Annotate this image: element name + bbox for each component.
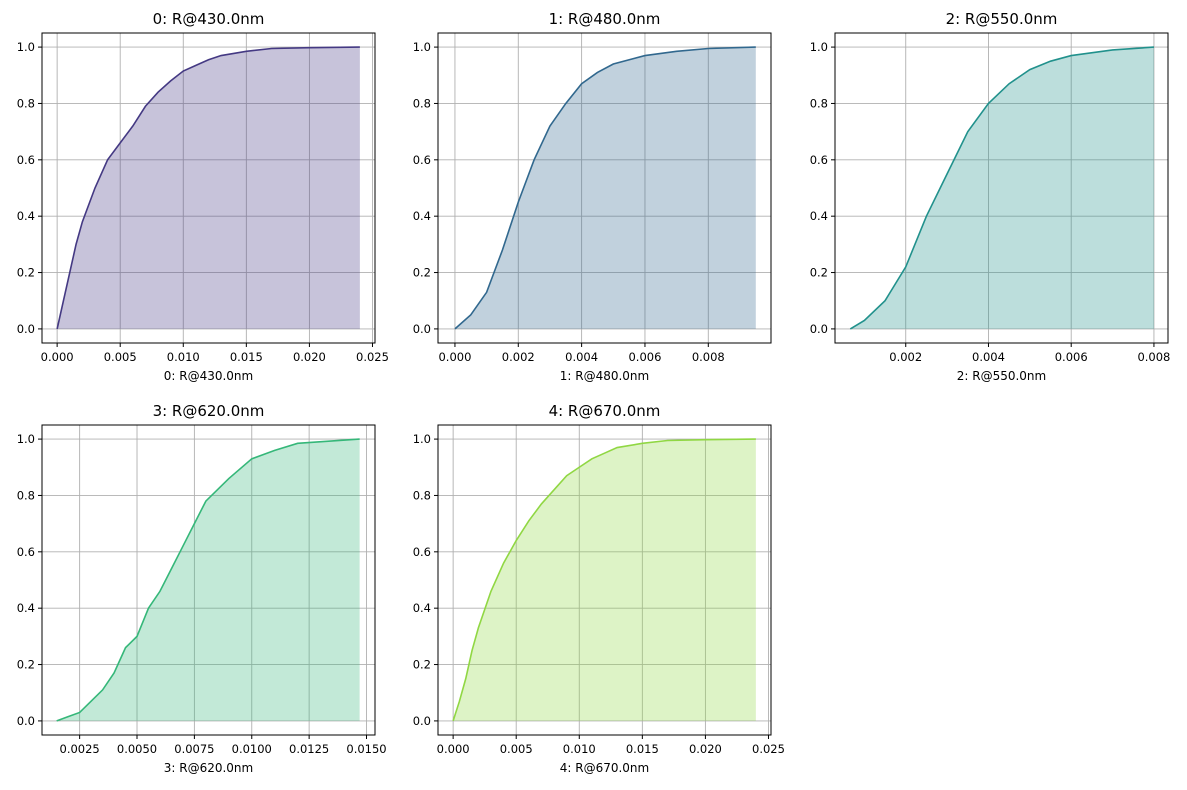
cdf-area-fill <box>57 47 360 329</box>
x-axis-label: 1: R@480.0nm <box>560 369 649 383</box>
x-tick-label: 0.015 <box>230 350 263 364</box>
x-tick-label: 0.000 <box>438 350 471 364</box>
y-tick-label: 0.0 <box>413 322 431 336</box>
subplot-title: 4: R@670.0nm <box>549 402 661 420</box>
y-tick-label: 0.8 <box>17 96 35 110</box>
y-tick-label: 0.6 <box>810 153 828 167</box>
subplot-2: 0.002 0.004 0.006 0.008 0.0 0.2 0.4 0.6 0.8 1.0 2:… <box>810 10 1171 383</box>
x-tick-label: 0.025 <box>752 742 785 756</box>
x-axis-label: 4: R@670.0nm <box>560 761 649 775</box>
subplot-0: 0.000 0.005 0.010 0.015 0.020 0.025 0.0 0.2 0.4 0… <box>17 10 389 383</box>
x-tick-label: 0.002 <box>502 350 535 364</box>
x-tick-label: 0.008 <box>692 350 725 364</box>
y-tick-label: 0.6 <box>17 545 35 559</box>
y-tick-label: 0.2 <box>413 266 431 280</box>
subplot-title: 0: R@430.0nm <box>153 10 265 28</box>
y-tick-label: 1.0 <box>17 40 35 54</box>
cdf-line <box>849 46 1154 330</box>
x-tick-label: 0.006 <box>1055 350 1088 364</box>
x-tick-label: 0.020 <box>293 350 326 364</box>
x-tick-label: 0.010 <box>167 350 200 364</box>
y-tick-label: 0.4 <box>17 209 35 223</box>
x-tick-label: 0.0025 <box>60 742 100 756</box>
x-axis-label: 2: R@550.0nm <box>957 369 1046 383</box>
x-tick-label: 0.0125 <box>289 742 329 756</box>
x-tick-label: 0.000 <box>41 350 74 364</box>
x-tick-label: 0.004 <box>565 350 598 364</box>
y-tick-label: 0.2 <box>413 658 431 672</box>
x-tick-label: 0.0075 <box>174 742 214 756</box>
y-tick-label: 0.8 <box>810 96 828 110</box>
x-tick-label: 0.0150 <box>346 742 386 756</box>
x-tick-label: 0.0100 <box>232 742 272 756</box>
y-tick-label: 0.8 <box>17 488 35 502</box>
x-tick-label: 0.005 <box>500 742 533 756</box>
y-tick-label: 0.6 <box>413 545 431 559</box>
subplot-4: 0.000 0.005 0.010 0.015 0.020 0.025 0.0 0.2 0.4 0… <box>413 402 785 775</box>
y-tick-label: 0.2 <box>810 266 828 280</box>
x-tick-label: 0.020 <box>689 742 722 756</box>
y-tick-label: 0.2 <box>17 658 35 672</box>
axes-frame <box>437 424 772 736</box>
y-tick-label: 1.0 <box>810 40 828 54</box>
axes-frame <box>41 32 376 344</box>
cdf-area-fill <box>56 439 360 721</box>
y-tick-label: 0.0 <box>413 714 431 728</box>
x-tick-label: 0.0050 <box>117 742 157 756</box>
x-tick-label: 0.004 <box>972 350 1005 364</box>
y-tick-label: 0.4 <box>413 209 431 223</box>
cdf-line <box>56 46 360 330</box>
y-tick-label: 0.0 <box>810 322 828 336</box>
y-tick-label: 0.2 <box>17 266 35 280</box>
cdf-line <box>452 438 756 722</box>
cdf-area-fill <box>850 47 1154 329</box>
x-tick-label: 0.025 <box>356 350 389 364</box>
y-tick-label: 1.0 <box>413 40 431 54</box>
y-tick-label: 0.0 <box>17 714 35 728</box>
cdf-area-fill <box>454 47 756 329</box>
y-tick-label: 1.0 <box>17 432 35 446</box>
y-tick-label: 0.8 <box>413 96 431 110</box>
x-tick-label: 0.008 <box>1137 350 1170 364</box>
x-tick-label: 0.005 <box>104 350 137 364</box>
x-tick-label: 0.002 <box>889 350 922 364</box>
x-tick-label: 0.010 <box>563 742 596 756</box>
subplot-3: 0.0025 0.0050 0.0075 0.0100 0.0125 0.0150 0.0 0… <box>17 402 387 775</box>
cdf-area-fill <box>453 439 756 721</box>
x-axis-label: 0: R@430.0nm <box>164 369 253 383</box>
x-tick-label: 0.015 <box>626 742 659 756</box>
subplot-1: 0.000 0.002 0.004 0.006 0.008 0.0 0.2 0.4 0.6 0.8… <box>413 10 772 383</box>
y-tick-label: 0.6 <box>413 153 431 167</box>
y-tick-label: 0.8 <box>413 488 431 502</box>
y-tick-label: 0.0 <box>17 322 35 336</box>
y-tick-label: 0.4 <box>413 601 431 615</box>
subplot-title: 2: R@550.0nm <box>946 10 1058 28</box>
x-tick-label: 0.000 <box>437 742 470 756</box>
y-tick-label: 1.0 <box>413 432 431 446</box>
x-axis-label: 3: R@620.0nm <box>164 761 253 775</box>
axes-frame <box>41 424 376 736</box>
axes-frame <box>834 32 1169 344</box>
subplot-title: 3: R@620.0nm <box>153 402 265 420</box>
x-tick-label: 0.006 <box>628 350 661 364</box>
subplot-title: 1: R@480.0nm <box>549 10 661 28</box>
y-tick-label: 0.6 <box>17 153 35 167</box>
y-tick-label: 0.4 <box>810 209 828 223</box>
y-tick-label: 0.4 <box>17 601 35 615</box>
axes-frame <box>437 32 772 344</box>
